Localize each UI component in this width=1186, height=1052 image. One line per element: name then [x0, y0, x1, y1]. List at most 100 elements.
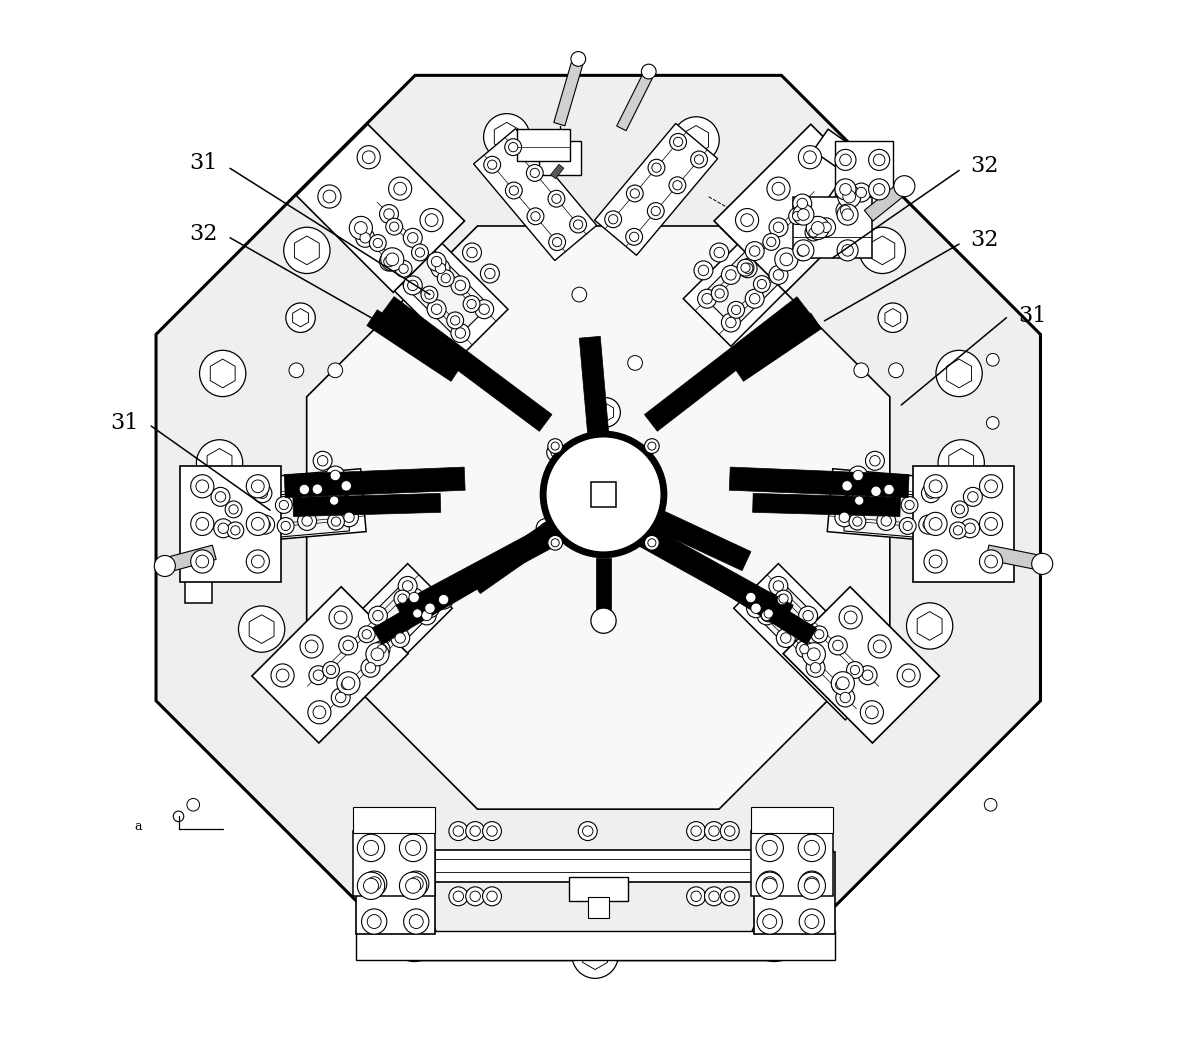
Circle shape [420, 208, 444, 231]
Circle shape [840, 155, 852, 165]
Circle shape [850, 492, 868, 509]
Circle shape [840, 184, 852, 196]
Circle shape [868, 149, 890, 170]
Circle shape [553, 238, 562, 247]
Circle shape [815, 630, 824, 639]
Polygon shape [396, 526, 554, 626]
Circle shape [853, 517, 862, 526]
Circle shape [509, 186, 518, 195]
Circle shape [326, 492, 343, 509]
Circle shape [334, 611, 347, 624]
Polygon shape [285, 467, 465, 498]
Circle shape [626, 185, 643, 202]
Circle shape [487, 160, 497, 169]
Circle shape [881, 515, 892, 526]
Circle shape [837, 240, 859, 261]
Circle shape [463, 243, 482, 262]
Polygon shape [949, 448, 974, 478]
Bar [356, 852, 435, 934]
Circle shape [798, 872, 825, 899]
Polygon shape [468, 515, 567, 593]
Bar [356, 931, 835, 960]
Circle shape [483, 822, 502, 841]
Circle shape [831, 676, 848, 693]
Circle shape [439, 594, 448, 605]
Circle shape [955, 505, 964, 514]
Circle shape [342, 681, 351, 689]
Circle shape [327, 513, 344, 530]
Circle shape [298, 511, 317, 530]
Circle shape [984, 555, 997, 568]
Circle shape [980, 512, 1002, 535]
Polygon shape [402, 924, 427, 953]
Circle shape [709, 891, 719, 902]
Circle shape [196, 555, 209, 568]
Circle shape [536, 519, 555, 538]
Circle shape [251, 480, 264, 492]
Circle shape [868, 179, 890, 200]
Circle shape [394, 182, 407, 195]
Polygon shape [293, 308, 308, 327]
Circle shape [451, 276, 470, 295]
Circle shape [868, 634, 891, 658]
Circle shape [278, 518, 294, 534]
Circle shape [417, 606, 436, 625]
Polygon shape [294, 236, 319, 265]
Circle shape [362, 630, 371, 639]
Circle shape [773, 269, 784, 280]
Circle shape [792, 211, 802, 221]
Circle shape [551, 539, 560, 547]
Circle shape [327, 363, 343, 378]
Circle shape [572, 932, 618, 978]
Bar [353, 831, 435, 896]
Circle shape [591, 608, 617, 633]
Circle shape [797, 246, 808, 257]
Circle shape [669, 177, 686, 194]
Polygon shape [342, 190, 508, 357]
Circle shape [318, 185, 342, 208]
Circle shape [769, 265, 788, 284]
Polygon shape [208, 448, 232, 478]
Circle shape [384, 208, 394, 219]
Circle shape [835, 149, 856, 170]
Circle shape [672, 181, 682, 189]
Circle shape [797, 198, 808, 208]
Circle shape [984, 480, 997, 492]
Circle shape [763, 878, 777, 893]
Circle shape [630, 189, 639, 198]
Circle shape [805, 914, 818, 929]
Polygon shape [198, 539, 268, 566]
Polygon shape [640, 526, 793, 626]
Polygon shape [733, 313, 822, 381]
Circle shape [470, 826, 480, 836]
Circle shape [741, 588, 760, 607]
Polygon shape [646, 507, 751, 570]
Circle shape [757, 871, 783, 896]
Circle shape [253, 484, 272, 503]
Polygon shape [293, 493, 441, 517]
Circle shape [806, 659, 825, 677]
Circle shape [842, 208, 854, 220]
Circle shape [799, 645, 809, 653]
Circle shape [197, 440, 243, 486]
Polygon shape [844, 489, 974, 542]
Bar [751, 831, 833, 896]
Circle shape [648, 159, 665, 176]
Polygon shape [917, 611, 942, 641]
Circle shape [196, 518, 209, 530]
Circle shape [817, 218, 836, 237]
Circle shape [630, 232, 639, 242]
Circle shape [342, 481, 351, 491]
Polygon shape [683, 180, 850, 346]
Polygon shape [986, 545, 1041, 570]
Circle shape [548, 190, 565, 207]
Circle shape [463, 296, 480, 312]
Circle shape [799, 871, 824, 896]
Circle shape [289, 363, 304, 378]
Polygon shape [734, 564, 890, 720]
Polygon shape [946, 359, 971, 388]
Circle shape [712, 285, 728, 302]
Circle shape [447, 312, 464, 329]
Circle shape [709, 826, 719, 836]
Polygon shape [372, 554, 509, 645]
